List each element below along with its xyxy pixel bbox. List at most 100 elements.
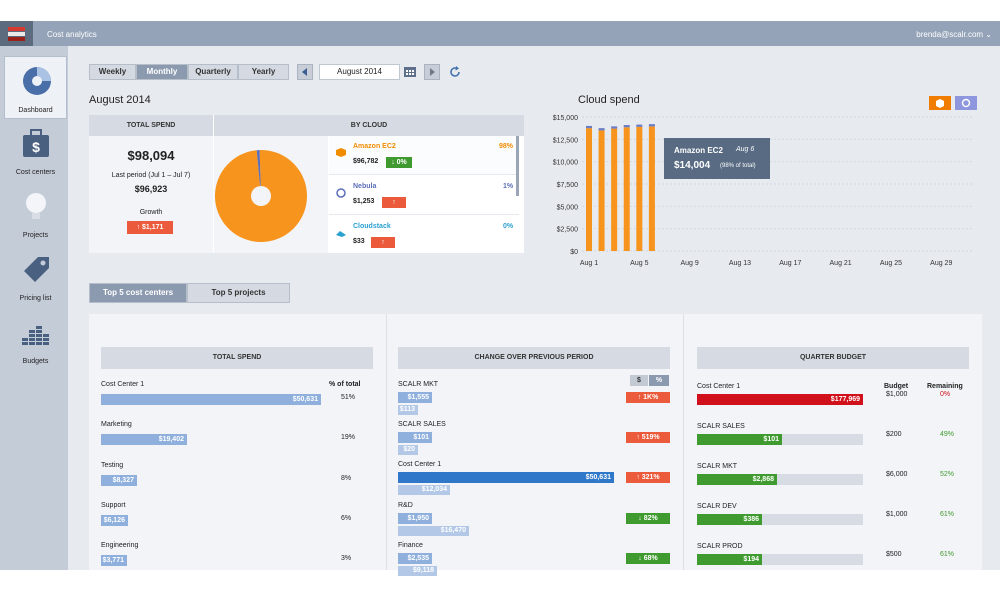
- remaining-percent: 0%: [940, 391, 951, 398]
- cloud-list-scrollbar[interactable]: [516, 136, 519, 196]
- period-tab-quarterly[interactable]: Quarterly: [188, 64, 238, 80]
- tab-top-5-cost-centers[interactable]: Top 5 cost centers: [89, 283, 187, 303]
- previous-value-bar[interactable]: $12,034: [398, 485, 450, 495]
- x-tick-label: Aug 13: [729, 260, 751, 267]
- total-spend-box: $98,094 Last period (Jul 1 – Jul 7) $96,…: [89, 136, 213, 253]
- current-value-bar[interactable]: $101: [398, 432, 432, 443]
- sidebar-item-budgets[interactable]: Budgets: [4, 308, 67, 371]
- tab-top-5-projects[interactable]: Top 5 projects: [187, 283, 290, 303]
- sidebar-item-label: Dashboard: [18, 107, 53, 114]
- nebula-bar: [598, 128, 605, 131]
- cost-center-name: Testing: [101, 462, 124, 469]
- tooltip-value: $14,004: [674, 160, 711, 171]
- user-menu[interactable]: brenda@scalr.com ⌄: [916, 30, 992, 39]
- total-spend-header: TOTAL SPEND: [101, 347, 373, 369]
- previous-value-bar[interactable]: $9,118: [398, 566, 437, 576]
- nebula-icon: [336, 188, 346, 198]
- budget-row-name: SCALR MKT: [697, 463, 738, 470]
- sidebar-item-dashboard[interactable]: Dashboard: [4, 56, 67, 119]
- growth-label: Growth: [139, 209, 163, 216]
- x-tick-label: Aug 17: [779, 260, 801, 267]
- nebula-bar: [611, 126, 618, 129]
- cloud-row-amazon-ec2[interactable]: Amazon EC2 98% $96,782 ↓ 0%: [329, 136, 519, 175]
- change-row-name: Finance: [398, 542, 423, 549]
- previous-value-bar[interactable]: $20: [398, 445, 418, 455]
- amazon-cube-icon: [336, 148, 346, 157]
- scalr-logo[interactable]: [0, 21, 33, 46]
- previous-period-button[interactable]: [297, 64, 313, 80]
- next-period-button[interactable]: [424, 64, 440, 80]
- amazon-filter-button[interactable]: [929, 96, 951, 110]
- cloud-value: $96,782: [353, 158, 379, 165]
- nebula-filter-button[interactable]: [955, 96, 977, 110]
- ec2-bar: [586, 128, 592, 251]
- chevron-right-icon: [430, 68, 435, 76]
- calendar-icon[interactable]: [403, 66, 417, 78]
- budget-bar[interactable]: $386: [697, 514, 762, 525]
- current-value-bar[interactable]: $1,950: [398, 513, 432, 524]
- tooltip-note: (98% of total): [720, 163, 756, 169]
- budget-amount: $6,000: [886, 471, 908, 478]
- budget-amount: $1,000: [886, 511, 908, 518]
- current-value-bar[interactable]: $50,631: [398, 472, 614, 483]
- tooltip-series: Amazon EC2: [674, 146, 723, 155]
- top-bar: Cost analytics brenda@scalr.com ⌄: [0, 21, 1000, 46]
- chart-tooltip: Amazon EC2 Aug 6 $14,004 (98% of total): [664, 138, 770, 179]
- budget-bar[interactable]: $177,969: [697, 394, 863, 405]
- refresh-icon[interactable]: [449, 66, 461, 78]
- cloud-change-badge: ↑: [371, 237, 395, 248]
- total-spend-value: $98,094: [127, 148, 175, 163]
- spend-bar[interactable]: $19,402: [101, 434, 187, 445]
- y-tick-label: $0: [570, 249, 578, 256]
- cloud-list: Amazon EC2 98% $96,782 ↓ 0% Nebula 1% $1…: [329, 136, 519, 253]
- budget-bar[interactable]: $194: [697, 554, 762, 565]
- x-tick-label: Aug 5: [630, 260, 648, 267]
- y-tick-label: $15,000: [553, 115, 578, 122]
- period-tab-monthly[interactable]: Monthly: [136, 64, 188, 80]
- sidebar-item-pricing-list[interactable]: Pricing list: [4, 245, 67, 308]
- column-divider: [386, 314, 387, 570]
- percent-of-total: 6%: [341, 515, 352, 522]
- cloud-name: Nebula: [353, 183, 377, 190]
- percent-of-total: 19%: [341, 434, 356, 441]
- date-field[interactable]: August 2014: [319, 64, 400, 80]
- remaining-percent: 61%: [940, 551, 955, 558]
- percent-toggle[interactable]: %: [649, 375, 669, 386]
- cost-center-name: Support: [101, 502, 126, 509]
- cloud-change-badge: ↓ 0%: [386, 157, 412, 168]
- cloud-value: $33: [353, 238, 365, 245]
- previous-value-bar[interactable]: $16,470: [398, 526, 469, 536]
- x-tick-label: Aug 1: [580, 260, 598, 267]
- cost-center-name: Engineering: [101, 542, 139, 549]
- y-tick-label: $7,500: [557, 182, 579, 189]
- budget-row-name: Cost Center 1: [697, 383, 741, 390]
- period-tab-yearly[interactable]: Yearly: [238, 64, 289, 80]
- svg-text:$: $: [32, 139, 40, 155]
- cloud-row-nebula[interactable]: Nebula 1% $1,253 ↑: [329, 176, 519, 215]
- spend-bar[interactable]: $50,631: [101, 394, 321, 405]
- spend-bar[interactable]: $8,327: [101, 475, 137, 486]
- period-tab-weekly[interactable]: Weekly: [89, 64, 136, 80]
- x-tick-label: Aug 29: [930, 260, 952, 267]
- change-row-name: R&D: [398, 502, 413, 509]
- spend-bar[interactable]: $6,126: [101, 515, 128, 526]
- current-value-bar[interactable]: $1,555: [398, 392, 432, 403]
- budget-row-name: SCALR PROD: [697, 543, 743, 550]
- y-tick-label: $5,000: [557, 204, 579, 211]
- current-value-bar[interactable]: $2,535: [398, 553, 432, 564]
- previous-value-bar[interactable]: $113: [398, 405, 418, 415]
- dollar-toggle[interactable]: $: [630, 375, 648, 386]
- sidebar-item-cost-centers[interactable]: $ Cost centers: [4, 119, 67, 182]
- budget-track: [697, 554, 863, 565]
- budget-bar[interactable]: $2,868: [697, 474, 777, 485]
- sidebar-item-projects[interactable]: Projects: [4, 182, 67, 245]
- cloudstack-icon: [336, 231, 346, 237]
- cloud-change-badge: ↑: [382, 197, 406, 208]
- x-tick-label: Aug 9: [680, 260, 698, 267]
- spend-bar[interactable]: $3,771: [101, 555, 127, 566]
- change-header: CHANGE OVER PREVIOUS PERIOD: [398, 347, 670, 369]
- amazon-cube-icon: [936, 99, 944, 108]
- budget-bar[interactable]: $101: [697, 434, 782, 445]
- cost-center-name: Cost Center 1: [101, 381, 145, 388]
- cloud-row-cloudstack[interactable]: Cloudstack 0% $33 ↑: [329, 216, 519, 253]
